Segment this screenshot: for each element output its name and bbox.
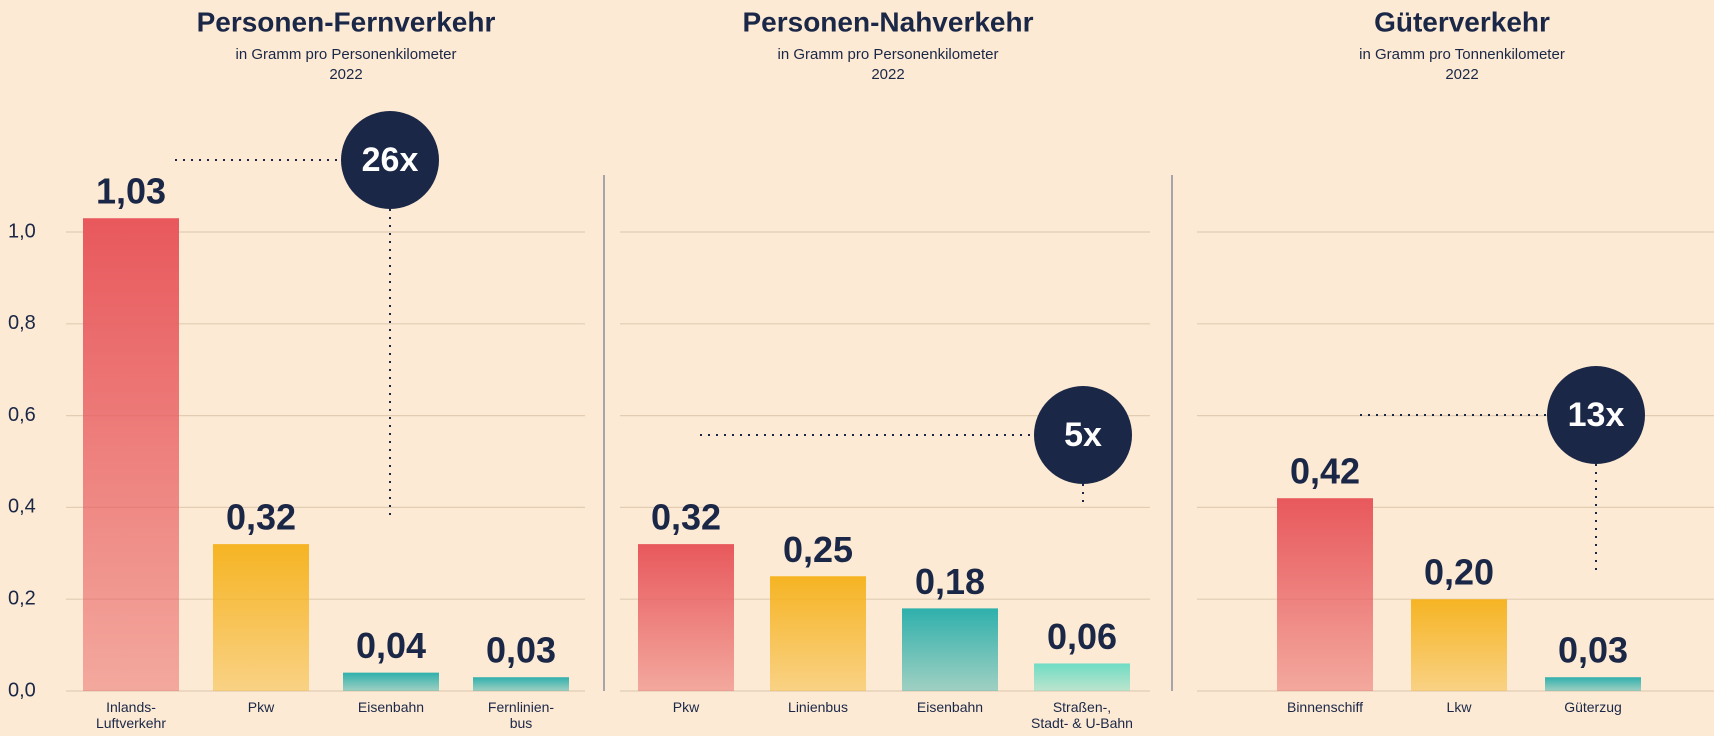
infographic: Personen-Fernverkehr in Gramm pro Persone…: [0, 0, 1714, 736]
bar: [473, 677, 569, 691]
bar: [770, 576, 866, 691]
value-label: 0,20: [1424, 552, 1494, 593]
value-label: 0,25: [783, 529, 853, 570]
value-label: 0,32: [226, 497, 296, 538]
value-label: 1,03: [96, 171, 166, 212]
y-tick-label: 0,2: [8, 587, 36, 609]
category-label: Güterzug: [1528, 699, 1658, 715]
chart-year: 2022: [1445, 66, 1478, 83]
chart-year: 2022: [871, 66, 904, 83]
bar: [213, 544, 309, 691]
category-label: Lkw: [1394, 699, 1524, 715]
bar: [343, 673, 439, 691]
chart-title: Personen-Nahverkehr: [742, 6, 1033, 37]
bar: [83, 218, 179, 691]
ratio-label: 26x: [362, 141, 419, 179]
y-tick-label: 0,4: [8, 496, 36, 518]
category-label: Linienbus: [753, 699, 883, 715]
y-tick-label: 0,0: [8, 679, 36, 701]
chart: Personen-Fernverkehr in Gramm pro Persone…: [0, 0, 1714, 736]
category-label: Eisenbahn: [885, 699, 1015, 715]
value-label: 0,18: [915, 561, 985, 602]
category-label: Pkw: [621, 699, 751, 715]
bar: [902, 608, 998, 691]
ratio-label: 13x: [1568, 396, 1625, 434]
chart-subtitle: in Gramm pro Tonnenkilometer: [1359, 46, 1565, 63]
chart-subtitle: in Gramm pro Personenkilometer: [778, 46, 999, 63]
chart-subtitle: in Gramm pro Personenkilometer: [236, 46, 457, 63]
value-label: 0,42: [1290, 451, 1360, 492]
value-label: 0,03: [1558, 630, 1628, 671]
value-label: 0,04: [356, 625, 426, 666]
ratio-label: 5x: [1064, 416, 1102, 454]
bar: [1411, 599, 1507, 691]
value-label: 0,03: [486, 630, 556, 671]
chart-title: Personen-Fernverkehr: [197, 6, 496, 37]
value-label: 0,32: [651, 497, 721, 538]
category-label: Pkw: [196, 699, 326, 715]
category-label: Eisenbahn: [326, 699, 456, 715]
y-tick-label: 1,0: [8, 220, 36, 242]
category-label: Straßen-, Stadt- & U-Bahn: [1017, 699, 1147, 731]
y-tick-label: 0,8: [8, 312, 36, 334]
chart-year: 2022: [329, 66, 362, 83]
category-label: Fernlinien- bus: [456, 699, 586, 731]
y-tick-label: 0,6: [8, 404, 36, 426]
bar: [1034, 663, 1130, 691]
bar: [1277, 498, 1373, 691]
chart-title: Güterverkehr: [1374, 6, 1550, 37]
category-label: Binnenschiff: [1260, 699, 1390, 715]
bar: [638, 544, 734, 691]
bar: [1545, 677, 1641, 691]
value-label: 0,06: [1047, 616, 1117, 657]
category-label: Inlands- Luftverkehr: [66, 699, 196, 731]
